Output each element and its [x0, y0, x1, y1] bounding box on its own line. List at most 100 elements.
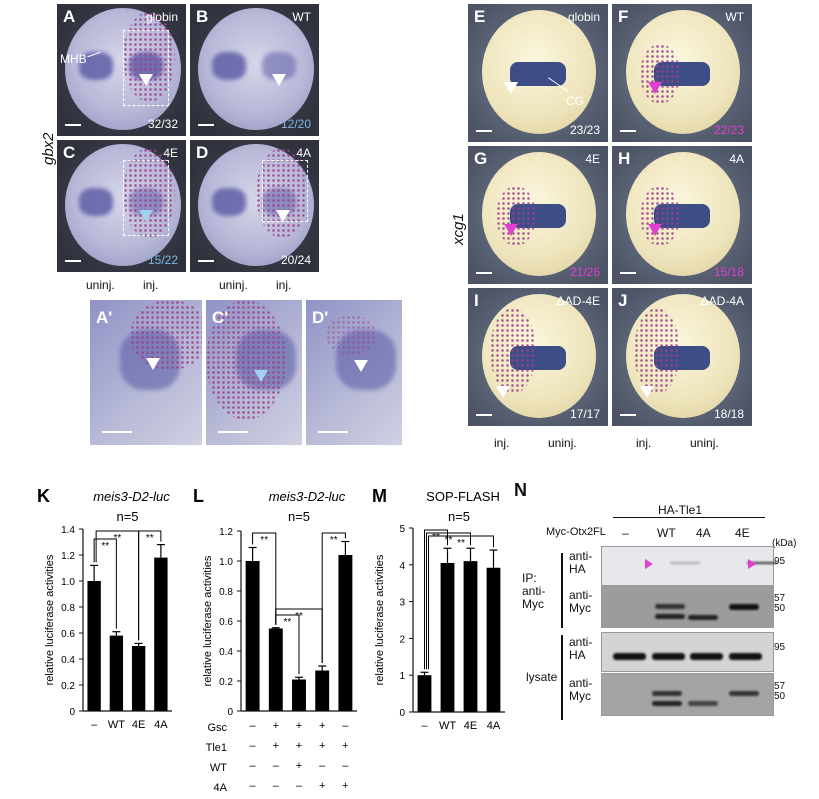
- bar: [268, 628, 283, 711]
- embryo-image-D: D 4A 20/24: [190, 140, 319, 272]
- injected-cells: [490, 308, 536, 394]
- condition-value: +: [273, 720, 279, 732]
- significance-bracket: [93, 538, 117, 629]
- bar: [338, 555, 353, 711]
- y-tick-label: 0.6: [61, 629, 75, 640]
- condition-value: –: [250, 760, 257, 772]
- blot-strip: [601, 546, 774, 586]
- gene-label-gbx2: gbx2: [40, 132, 57, 165]
- expression-domain: [79, 52, 113, 80]
- panel-tag: globin: [145, 10, 178, 24]
- y-tick-label: 0: [399, 708, 405, 719]
- x-tick-label: –: [91, 719, 98, 731]
- row-label: Myc-Otx2FL: [546, 526, 606, 538]
- side-label: uninj.: [548, 436, 577, 450]
- expression-domain: [212, 188, 246, 216]
- injected-cells: [256, 148, 308, 238]
- ip-label: IP: anti- Myc: [522, 571, 546, 611]
- side-label: inj.: [494, 436, 510, 450]
- lane-label: 4E: [735, 526, 750, 540]
- embryo-image-C: C 4E 15/22: [57, 140, 186, 272]
- x-tick-label: WT: [439, 720, 456, 732]
- antibody-label: anti- HA: [569, 549, 593, 576]
- zoom-box: [123, 160, 169, 236]
- chart-title: meis3-D2-luc: [93, 489, 170, 504]
- bar: [440, 562, 455, 712]
- y-tick-label: 0.8: [219, 587, 233, 598]
- bar: [463, 561, 478, 712]
- lane-label: –: [622, 526, 629, 540]
- condition-value: –: [273, 780, 280, 792]
- protein-band: [729, 691, 759, 696]
- y-tick-label: 0: [69, 707, 75, 718]
- protein-band: [613, 653, 646, 660]
- significance-bracket: [426, 532, 471, 670]
- condition-label: WT: [210, 762, 227, 774]
- protein-band: [747, 562, 777, 564]
- expression-domain: [212, 52, 246, 80]
- injected-cells: [634, 308, 680, 394]
- chart-title: SOP-FLASH: [426, 489, 500, 504]
- size-marker: 57: [774, 681, 786, 692]
- side-label: inj.: [143, 278, 159, 292]
- condition-value: +: [319, 740, 325, 752]
- protein-band: [670, 562, 700, 564]
- blot-header: HA-Tle1: [658, 503, 703, 517]
- chart-title: meis3-D2-luc: [269, 489, 346, 504]
- side-label: inj.: [636, 436, 652, 450]
- protein-band: [652, 653, 685, 660]
- header-line: [613, 517, 765, 518]
- embryo-count: 32/32: [147, 117, 178, 131]
- condition-value: +: [273, 740, 279, 752]
- embryo-count: 17/17: [569, 407, 600, 421]
- significance-bracket: [252, 532, 277, 625]
- embryo-count: 23/23: [569, 123, 600, 137]
- panel-letter: K: [37, 486, 50, 506]
- injected-cells: [496, 186, 536, 246]
- condition-value: –: [250, 780, 257, 792]
- panel-letter: H: [618, 149, 631, 168]
- antibody-label: anti- HA: [569, 635, 593, 662]
- y-tick-label: 0: [227, 707, 233, 718]
- bar: [131, 646, 146, 711]
- cement-gland: [510, 62, 566, 86]
- embryo-count: 22/23: [713, 123, 744, 137]
- lane-label: WT: [657, 526, 676, 540]
- protein-band: [655, 614, 685, 619]
- arrowhead-icon: [504, 82, 518, 94]
- panel-letter: D': [312, 308, 329, 327]
- panel-letter: D: [196, 143, 209, 162]
- y-tick-label: 1.4: [61, 525, 75, 536]
- western-blot: N HA-Tle1 Myc-Otx2FL – WT 4A 4E (kDa) IP…: [510, 480, 819, 780]
- chart-subtitle: n=5: [116, 509, 138, 524]
- panel-letter: C: [63, 143, 76, 162]
- panel-letter: I: [474, 291, 479, 310]
- condition-value: +: [319, 720, 325, 732]
- side-label: uninj.: [690, 436, 719, 450]
- embryo-count: 20/24: [280, 253, 311, 267]
- condition-label: Tle1: [206, 742, 227, 754]
- scale-bar: [476, 414, 492, 416]
- significance-bracket: [321, 532, 346, 663]
- scale-bar: [198, 124, 214, 126]
- scale-bar: [620, 272, 636, 274]
- bracket-line: [561, 635, 563, 720]
- panel-tag: globin: [567, 10, 600, 24]
- panel-letter: F: [618, 7, 629, 26]
- side-label: uninj.: [219, 278, 248, 292]
- embryo-count: 18/18: [713, 407, 744, 421]
- lysate-label: lysate: [526, 670, 558, 684]
- protein-band: [655, 604, 685, 609]
- significance-bracket: [428, 535, 494, 670]
- significance-label: **: [295, 611, 303, 622]
- injected-cells: [206, 300, 286, 420]
- scale-bar: [218, 431, 248, 433]
- arrowhead-icon: [139, 210, 153, 222]
- size-marker: 50: [774, 691, 786, 702]
- antibody-label: anti- Myc: [569, 588, 593, 615]
- blot-strip: [601, 632, 774, 672]
- condition-value: –: [319, 760, 326, 772]
- scale-bar: [476, 272, 492, 274]
- protein-band: [729, 604, 759, 610]
- arrowhead-icon: [139, 74, 153, 86]
